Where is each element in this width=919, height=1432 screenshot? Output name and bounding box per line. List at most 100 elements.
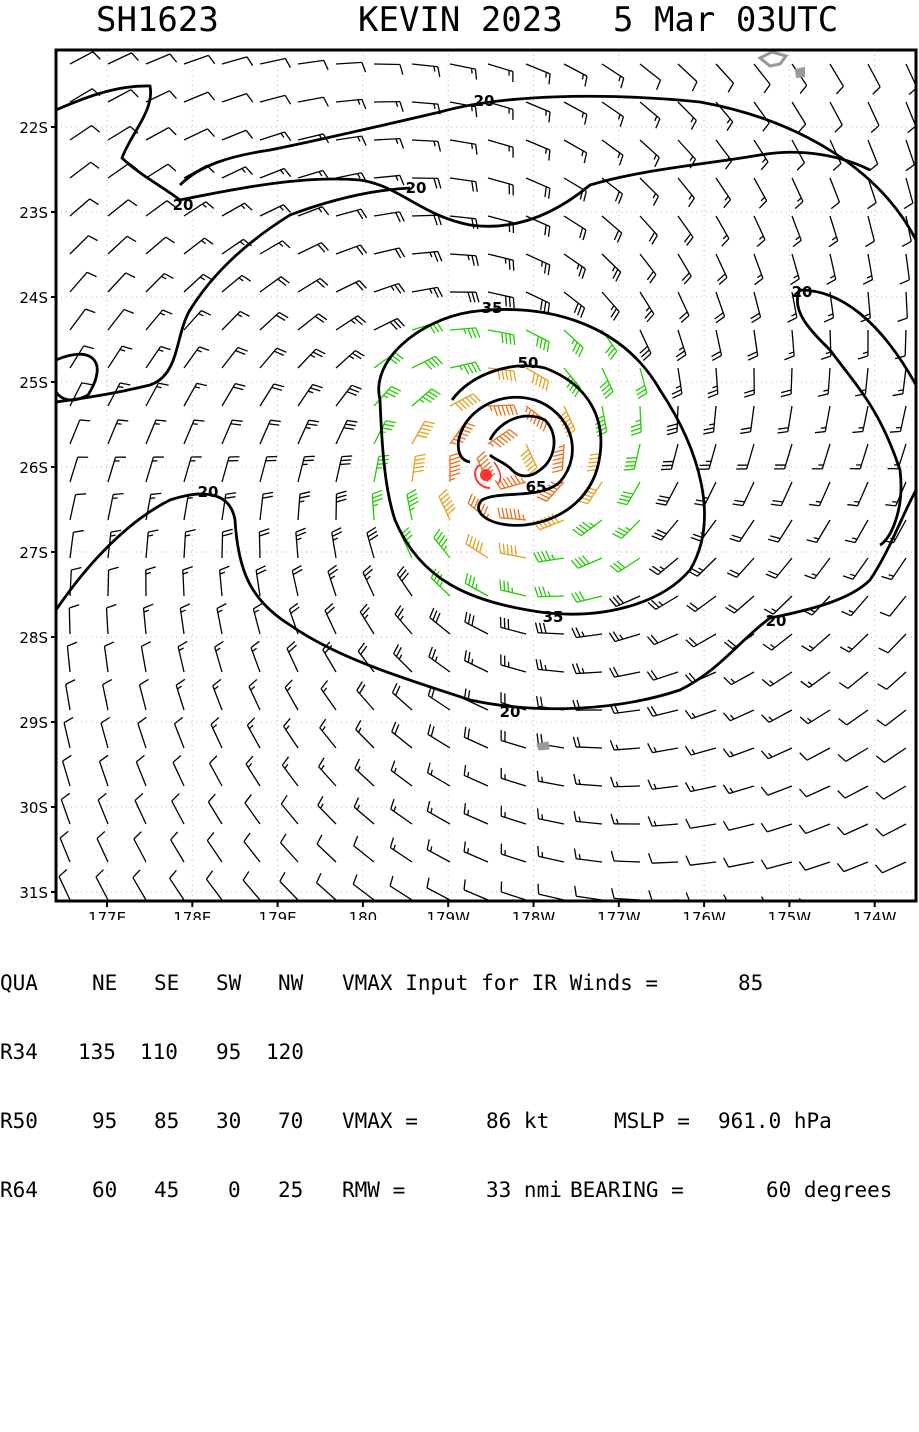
wind-barb bbox=[146, 347, 171, 368]
wind-barb bbox=[564, 64, 587, 86]
wind-barb bbox=[222, 167, 252, 178]
wind-barb bbox=[703, 406, 716, 434]
wind-barb bbox=[184, 92, 215, 102]
wind-barb bbox=[70, 309, 95, 330]
wind-barb bbox=[893, 368, 906, 396]
wind-barb bbox=[354, 798, 374, 824]
wind-barb bbox=[372, 490, 382, 520]
wind-barb bbox=[716, 64, 734, 92]
longitude-label: 177E bbox=[88, 909, 126, 920]
wind-barb bbox=[298, 243, 328, 254]
wind-barb bbox=[617, 482, 640, 505]
contour-20-east bbox=[797, 290, 916, 545]
wind-barb bbox=[610, 667, 640, 677]
wind-barb bbox=[67, 642, 77, 672]
wind-barb bbox=[430, 608, 450, 634]
wind-barb bbox=[501, 655, 526, 672]
longitude-label: 179W bbox=[426, 909, 470, 920]
wind-barb bbox=[640, 254, 656, 283]
wind-barb bbox=[260, 132, 291, 141]
wind-barb bbox=[243, 871, 260, 900]
wind-barb bbox=[829, 216, 838, 247]
wind-barb bbox=[754, 216, 765, 247]
wind-barb bbox=[427, 878, 450, 900]
wind-barb bbox=[602, 292, 619, 320]
wind-barb bbox=[624, 444, 640, 470]
land-patch-northeast bbox=[760, 52, 786, 66]
wind-barb bbox=[222, 275, 251, 292]
wind-barb bbox=[897, 292, 907, 321]
wind-barb bbox=[501, 617, 526, 634]
wind-barb bbox=[686, 782, 716, 791]
wind-barb bbox=[877, 710, 906, 726]
wind-barb bbox=[850, 444, 868, 469]
wind-barb bbox=[727, 558, 754, 577]
wind-barb bbox=[766, 558, 792, 578]
r50-nw: 70 bbox=[278, 1110, 303, 1133]
wind-barb bbox=[723, 821, 754, 830]
wind-barb bbox=[336, 209, 367, 219]
wind-barb bbox=[292, 566, 302, 596]
latitude-label: 30S bbox=[19, 799, 48, 817]
wind-barb bbox=[830, 102, 842, 132]
wind-barb bbox=[678, 254, 691, 284]
wind-barb bbox=[748, 330, 758, 360]
wind-barb bbox=[740, 406, 754, 433]
wind-barb bbox=[222, 347, 248, 368]
wind-barb bbox=[900, 254, 910, 284]
wind-barb bbox=[526, 64, 550, 84]
wind-barb bbox=[648, 780, 678, 790]
wind-barb bbox=[374, 248, 405, 258]
wind-barb bbox=[464, 803, 488, 824]
wind-barb bbox=[602, 140, 623, 165]
vmax-label: VMAX = bbox=[342, 1110, 418, 1133]
wind-barb bbox=[317, 835, 336, 862]
wind-barb bbox=[108, 236, 136, 254]
wind-barb bbox=[319, 758, 336, 786]
wind-barb bbox=[363, 565, 374, 596]
contour-label-20: 20 bbox=[198, 483, 219, 501]
wind-barb bbox=[812, 444, 830, 469]
wind-barb bbox=[260, 348, 286, 368]
wind-barb bbox=[325, 603, 336, 634]
wind-barb bbox=[488, 330, 515, 345]
wind-barb bbox=[838, 748, 868, 761]
wind-barb bbox=[761, 860, 792, 869]
r34-ne: 135 bbox=[78, 1041, 116, 1064]
wind-barb bbox=[146, 237, 175, 254]
wind-barb bbox=[564, 140, 587, 163]
wind-barb bbox=[610, 558, 640, 572]
wind-barb bbox=[538, 846, 564, 862]
r50-sw: 30 bbox=[216, 1110, 241, 1133]
wind-barb bbox=[253, 603, 262, 634]
wind-barb bbox=[648, 816, 678, 826]
wind-barb bbox=[336, 62, 366, 72]
wind-barb bbox=[108, 90, 138, 102]
wind-barb bbox=[526, 254, 550, 275]
wind-barb bbox=[906, 140, 914, 171]
wind-barb bbox=[678, 64, 697, 91]
wind-barb bbox=[488, 405, 517, 416]
wind-barb bbox=[838, 786, 868, 798]
wind-barb bbox=[790, 254, 799, 285]
wind-barb bbox=[611, 777, 640, 787]
wind-barb bbox=[220, 566, 230, 596]
wind-barb bbox=[799, 862, 830, 871]
wind-barb bbox=[146, 530, 158, 558]
wind-barb bbox=[800, 748, 830, 760]
wind-barb bbox=[807, 520, 830, 542]
vmax-input-label: VMAX Input for IR Winds = bbox=[342, 972, 658, 995]
wind-barb bbox=[501, 844, 526, 862]
wind-barb bbox=[259, 529, 269, 558]
wind-barb bbox=[676, 330, 686, 361]
contour-20-arc bbox=[180, 96, 916, 240]
wind-barb bbox=[146, 164, 176, 178]
contour-label-35: 35 bbox=[482, 299, 503, 317]
wind-barb bbox=[723, 785, 754, 794]
latitude-label: 29S bbox=[19, 714, 48, 732]
wind-barb bbox=[450, 140, 477, 155]
wind-barb bbox=[133, 870, 146, 900]
wind-barb bbox=[534, 551, 564, 562]
wind-barb bbox=[837, 824, 868, 835]
